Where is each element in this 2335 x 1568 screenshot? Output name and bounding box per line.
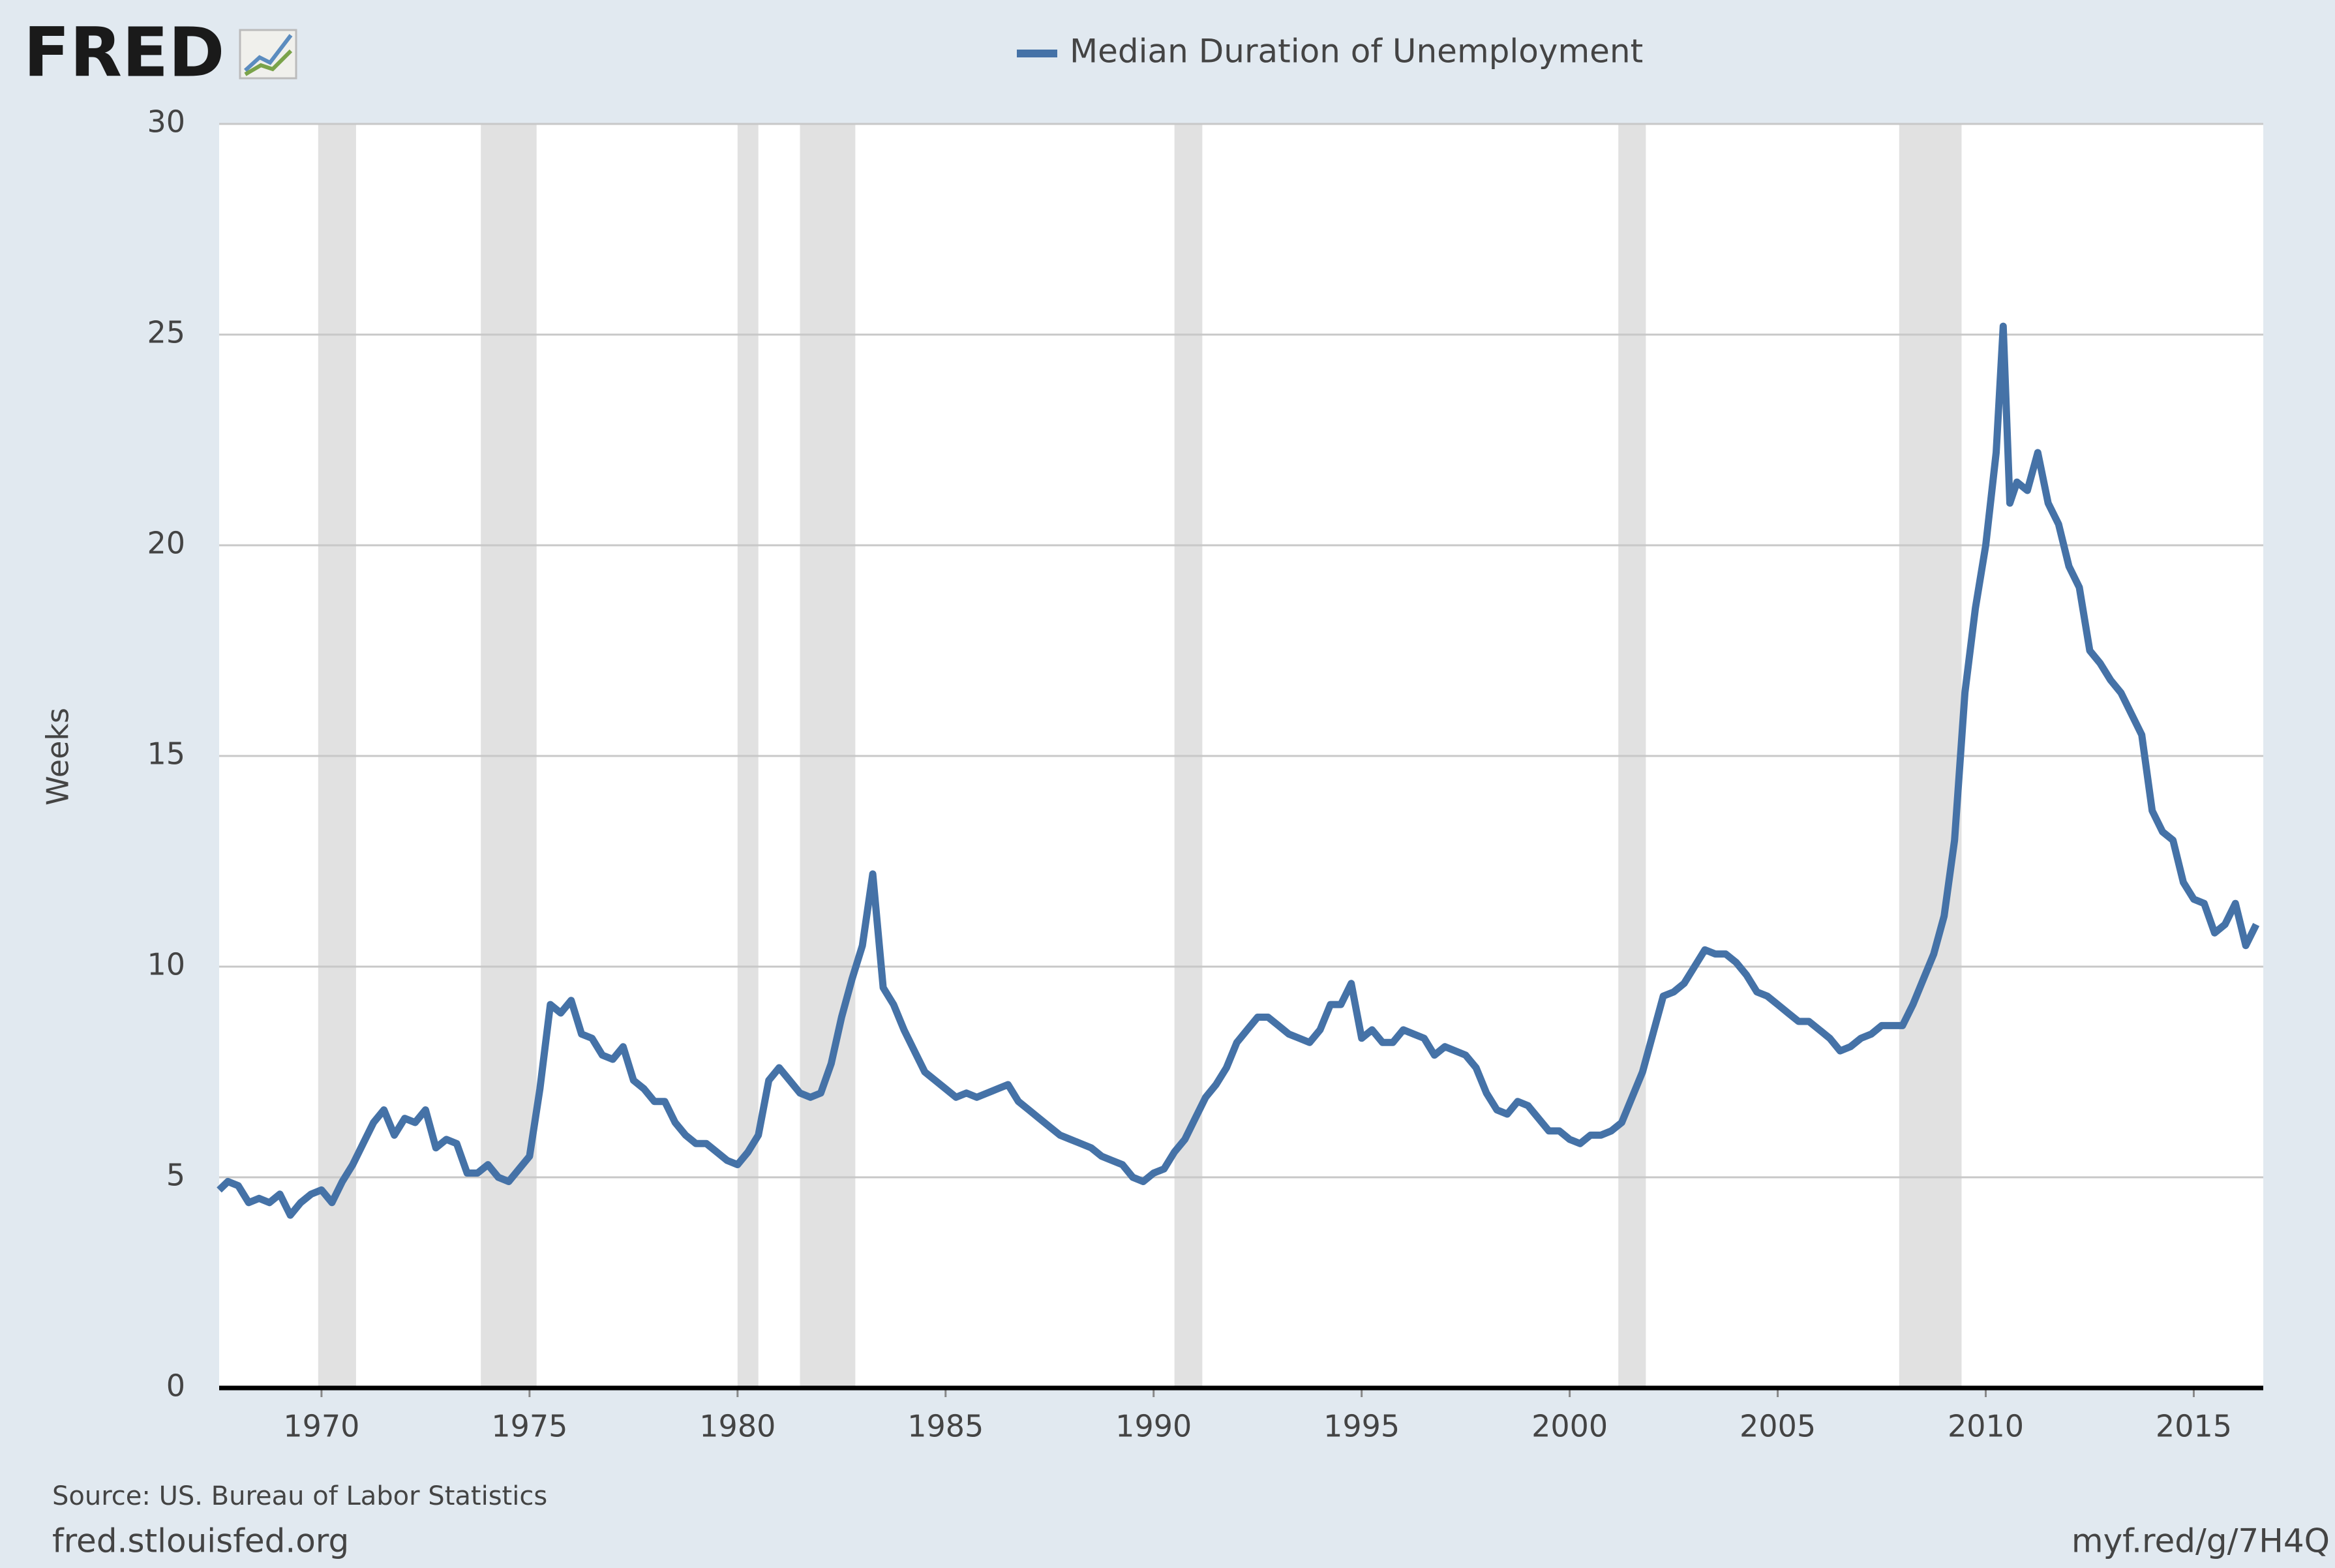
y-tick-label: 10 [147, 947, 185, 982]
y-axis-label: Weeks [40, 708, 76, 806]
x-tick-label: 2015 [2156, 1409, 2232, 1444]
x-tick-label: 1995 [1323, 1409, 1400, 1444]
x-tick-label: 2000 [1531, 1409, 1608, 1444]
y-tick-label: 25 [147, 315, 185, 350]
logo: FRED [23, 12, 225, 92]
legend-label: Median Duration of Unemployment [1070, 33, 1643, 70]
x-tick-label: 1970 [283, 1409, 359, 1444]
y-tick-label: 20 [147, 526, 185, 561]
y-tick-label: 5 [166, 1158, 185, 1193]
short-link: myf.red/g/7H4Q [2071, 1522, 2330, 1560]
x-tick-label: 1990 [1115, 1409, 1192, 1444]
logo-icon [239, 29, 297, 80]
series-line [217, 322, 2260, 1219]
source: Source: US. Bureau of Labor Statistics [52, 1481, 547, 1511]
x-tick-label: 1975 [491, 1409, 567, 1444]
y-tick-label: 0 [166, 1368, 185, 1404]
x-tick-label: 2010 [1948, 1409, 2024, 1444]
x-tick-label: 1985 [907, 1409, 984, 1444]
x-tick-label: 2005 [1740, 1409, 1816, 1444]
y-tick-label: 30 [147, 104, 185, 140]
x-tick-label: 1980 [699, 1409, 776, 1444]
site: fred.stlouisfed.org [52, 1522, 349, 1560]
y-tick-label: 15 [147, 736, 185, 772]
